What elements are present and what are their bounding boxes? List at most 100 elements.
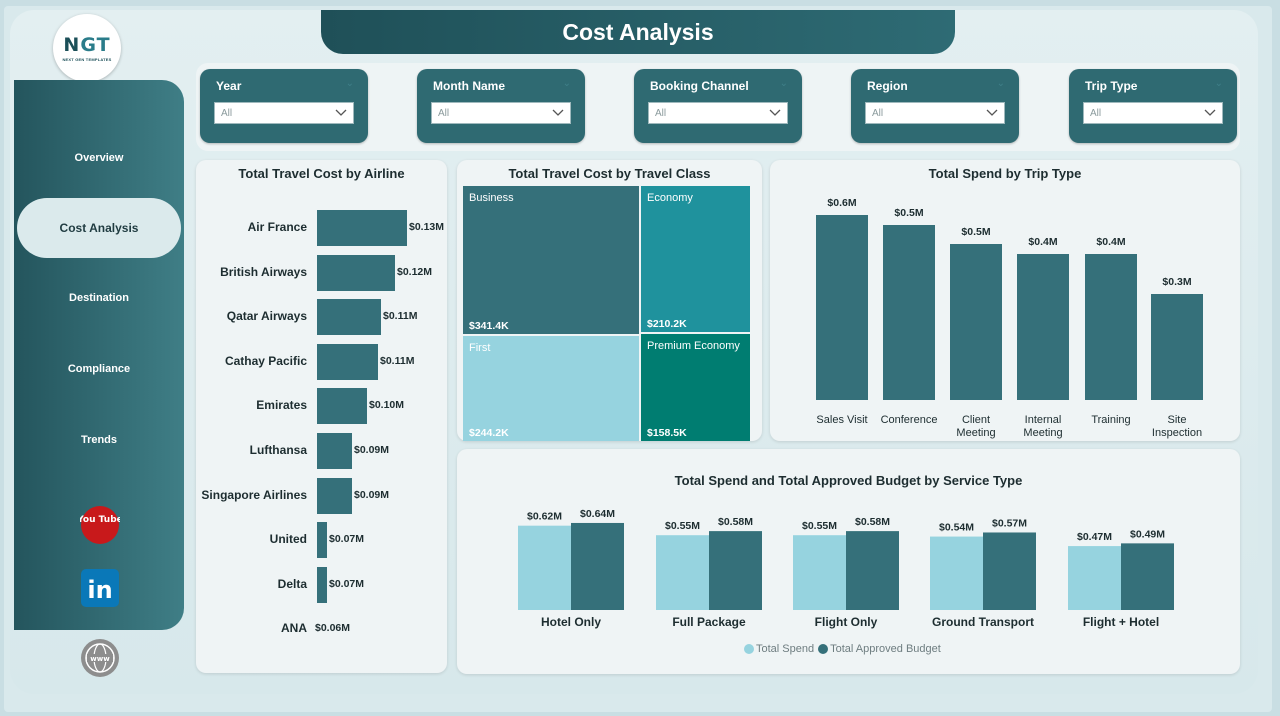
chevron-down-icon: [1204, 109, 1216, 116]
approved-budget-bar[interactable]: [983, 532, 1036, 610]
approved-budget-bar[interactable]: [846, 531, 899, 610]
airline-value-label: $0.11M: [380, 354, 415, 367]
airline-name: ANA: [281, 621, 307, 636]
airline-row[interactable]: Air France $0.13M: [196, 210, 446, 246]
trip-type-bar[interactable]: [1085, 254, 1137, 400]
data-label: $0.58M: [855, 516, 890, 528]
treemap-cell-business[interactable]: Business $341.4K: [463, 186, 639, 334]
sidebar-item-trends[interactable]: Trends: [80, 434, 118, 446]
total-spend-bar[interactable]: [518, 525, 571, 610]
slicer-trip-type: Trip Type ⌄ All: [1069, 69, 1237, 143]
treemap-cell-premium-economy[interactable]: Premium Economy $158.5K: [641, 334, 750, 441]
x-tick-label: Ground Transport: [932, 615, 1034, 629]
airline-value-label: $0.10M: [369, 399, 405, 412]
legend-swatch-total-spend: [744, 644, 754, 654]
airline-name: Emirates: [256, 398, 307, 413]
sidebar: Overview Cost Analysis Destination Compl…: [14, 80, 184, 630]
treemap-value: $158.5K: [647, 427, 687, 439]
airline-bar[interactable]: [317, 477, 352, 514]
airline-row[interactable]: Cathay Pacific $0.11M: [196, 343, 446, 380]
treemap-cell-first[interactable]: First $244.2K: [463, 336, 639, 441]
airline-value-label: $0.06M: [315, 622, 351, 635]
chevron-down-icon: [769, 109, 781, 116]
chart-title: Total Travel Cost by Travel Class: [508, 166, 711, 181]
x-tick-label: Sales Visit: [816, 414, 867, 426]
sidebar-item-cost-analysis[interactable]: Cost Analysis: [17, 198, 181, 258]
treemap-cell-economy[interactable]: Economy $210.2K: [641, 186, 750, 332]
year-dropdown[interactable]: All: [214, 102, 354, 124]
treemap-value: $341.4K: [469, 320, 509, 332]
airline-row[interactable]: ANA $0.06M: [196, 611, 446, 647]
trip-type-bar[interactable]: [1151, 294, 1203, 400]
svg-text:in: in: [87, 576, 112, 604]
data-label: $0.55M: [802, 520, 837, 532]
sidebar-item-destination[interactable]: Destination: [69, 292, 129, 304]
total-spend-bar[interactable]: [793, 535, 846, 610]
slicer-month-name: Month Name ⌄ All: [417, 69, 585, 143]
page-title: Cost Analysis: [321, 10, 955, 54]
airline-name: United: [269, 532, 307, 547]
airline-row[interactable]: Singapore Airlines $0.09M: [196, 477, 446, 514]
dropdown-value: All: [655, 107, 667, 119]
airline-row[interactable]: Qatar Airways $0.11M: [196, 299, 446, 336]
approved-budget-bar[interactable]: [1121, 543, 1174, 610]
sidebar-item-overview[interactable]: Overview: [74, 152, 124, 164]
chevron-down-icon[interactable]: ⌄: [345, 78, 354, 89]
total-spend-bar[interactable]: [930, 536, 983, 610]
airline-bar[interactable]: [317, 522, 327, 559]
airline-bar[interactable]: [317, 388, 367, 425]
data-label: $0.64M: [580, 508, 615, 520]
airline-name: Lufthansa: [249, 443, 307, 457]
x-tick-label: Site: [1168, 414, 1187, 426]
legend-swatch-total-approved-budget: [818, 644, 829, 654]
slicer-booking-channel: Booking Channel ⌄ All: [634, 69, 802, 143]
trip-type-bar[interactable]: [816, 215, 868, 400]
airline-row[interactable]: Delta $0.07M: [196, 566, 446, 603]
booking-channel-dropdown[interactable]: All: [648, 102, 788, 124]
slicer-label: Booking Channel: [650, 79, 749, 93]
data-label: $0.58M: [718, 516, 753, 528]
airline-bar[interactable]: [317, 343, 378, 380]
approved-budget-bar[interactable]: [571, 522, 624, 610]
total-spend-bar[interactable]: [1068, 546, 1121, 610]
x-tick-label: Meeting: [1023, 427, 1062, 439]
treemap-label: First: [469, 342, 491, 354]
month-name-dropdown[interactable]: All: [431, 102, 571, 124]
dropdown-value: All: [438, 107, 450, 119]
trip-type-bar[interactable]: [1017, 254, 1069, 400]
airline-row[interactable]: British Airways $0.12M: [196, 254, 446, 291]
airline-value-label: $0.13M: [409, 221, 445, 233]
trip-type-chart: Total Spend by Trip Type $0.6M Sales Visi…: [770, 160, 1240, 441]
logo-subtitle: NEXT GEN TEMPLATES: [62, 57, 112, 62]
sidebar-item-compliance[interactable]: Compliance: [67, 363, 131, 375]
website-icon[interactable]: www: [80, 638, 120, 678]
airline-bar[interactable]: [317, 566, 327, 603]
airline-value-label: $0.12M: [397, 265, 433, 278]
airline-bar[interactable]: [317, 254, 395, 291]
data-label: $0.5M: [961, 226, 990, 238]
approved-budget-bar[interactable]: [709, 531, 762, 610]
x-tick-label: Client: [962, 414, 990, 426]
region-dropdown[interactable]: All: [865, 102, 1005, 124]
youtube-icon[interactable]: You Tube: [80, 505, 120, 545]
total-spend-bar[interactable]: [656, 535, 709, 610]
chevron-down-icon[interactable]: ⌄: [996, 78, 1005, 89]
service-type-chart: Total Spend and Total Approved Budget by…: [457, 449, 1240, 674]
chevron-down-icon[interactable]: ⌄: [1214, 78, 1223, 89]
trip-type-dropdown[interactable]: All: [1083, 102, 1223, 124]
dropdown-value: All: [872, 107, 884, 119]
airline-bar[interactable]: [317, 433, 352, 469]
chevron-down-icon[interactable]: ⌄: [562, 78, 571, 89]
airline-bar[interactable]: [317, 210, 407, 246]
airline-cost-chart: Total Travel Cost by Airline Air France $…: [196, 160, 447, 673]
legend-label: Total Approved Budget: [830, 643, 941, 655]
airline-row[interactable]: United $0.07M: [196, 522, 446, 559]
trip-type-bar[interactable]: [883, 225, 935, 400]
slicer-year: Year ⌄ All: [200, 69, 368, 143]
airline-row[interactable]: Emirates $0.10M: [196, 388, 446, 425]
airline-bar[interactable]: [317, 299, 381, 336]
trip-type-bar[interactable]: [950, 244, 1002, 400]
chevron-down-icon[interactable]: ⌄: [779, 78, 788, 89]
airline-row[interactable]: Lufthansa $0.09M: [196, 433, 446, 469]
linkedin-icon[interactable]: in: [80, 568, 120, 608]
